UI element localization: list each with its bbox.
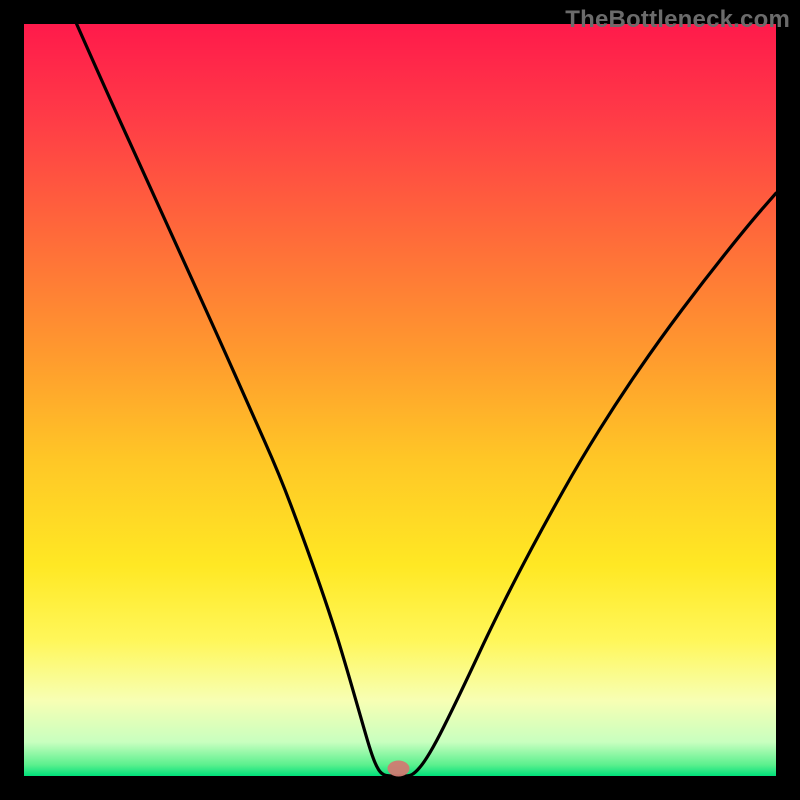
plot-background — [24, 24, 776, 776]
bottleneck-curve-chart — [0, 0, 800, 800]
optimal-point-marker — [387, 760, 409, 776]
chart-container: { "watermark": { "text": "TheBottleneck.… — [0, 0, 800, 800]
watermark-text: TheBottleneck.com — [565, 6, 790, 34]
